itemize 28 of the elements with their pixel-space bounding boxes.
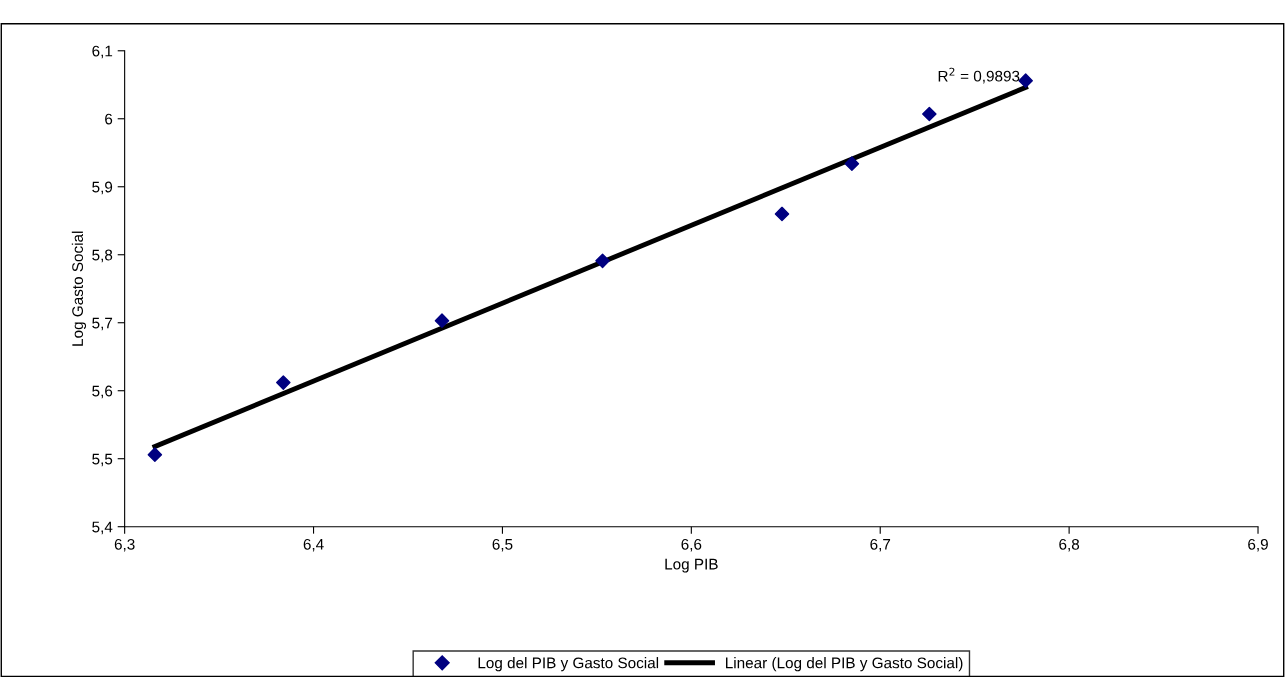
y-tick-label: 5,8 xyxy=(92,249,113,263)
x-tick-label: 6,8 xyxy=(1059,538,1080,552)
point xyxy=(922,106,937,122)
point xyxy=(844,156,860,171)
y-tick-label: 5,5 xyxy=(92,453,113,467)
y-tick-label: 5,7 xyxy=(92,317,113,331)
point xyxy=(147,447,163,462)
y-tick-label: 5,9 xyxy=(92,181,113,195)
x-tick-label: 6,4 xyxy=(303,538,324,552)
point xyxy=(595,253,610,269)
point xyxy=(774,206,790,222)
legend-label: Log del PIB y Gasto Social xyxy=(478,657,659,672)
legend-label: Linear (Log del PIB y Gasto Social) xyxy=(726,657,963,672)
annotation: R$^{2}$ = 0,9893 xyxy=(938,67,1020,84)
x-tick-label: 6,5 xyxy=(492,538,513,552)
y-tick-label: 5,6 xyxy=(92,385,113,399)
x-axis-title: Log PIB xyxy=(665,558,718,573)
x-tick-label: 6,3 xyxy=(114,538,135,552)
x-tick-label: 6,9 xyxy=(1248,538,1268,552)
point xyxy=(276,375,291,390)
x-tick-label: 6,7 xyxy=(870,538,891,552)
point xyxy=(1018,73,1033,88)
point xyxy=(434,313,450,328)
y-tick-label: 6,1 xyxy=(92,45,113,59)
y-tick-label: 5,4 xyxy=(92,521,113,535)
x-tick-label: 6,6 xyxy=(681,538,702,552)
y-tick-label: 6 xyxy=(105,113,113,125)
y-axis-title: Log Gasto Social xyxy=(71,231,87,346)
